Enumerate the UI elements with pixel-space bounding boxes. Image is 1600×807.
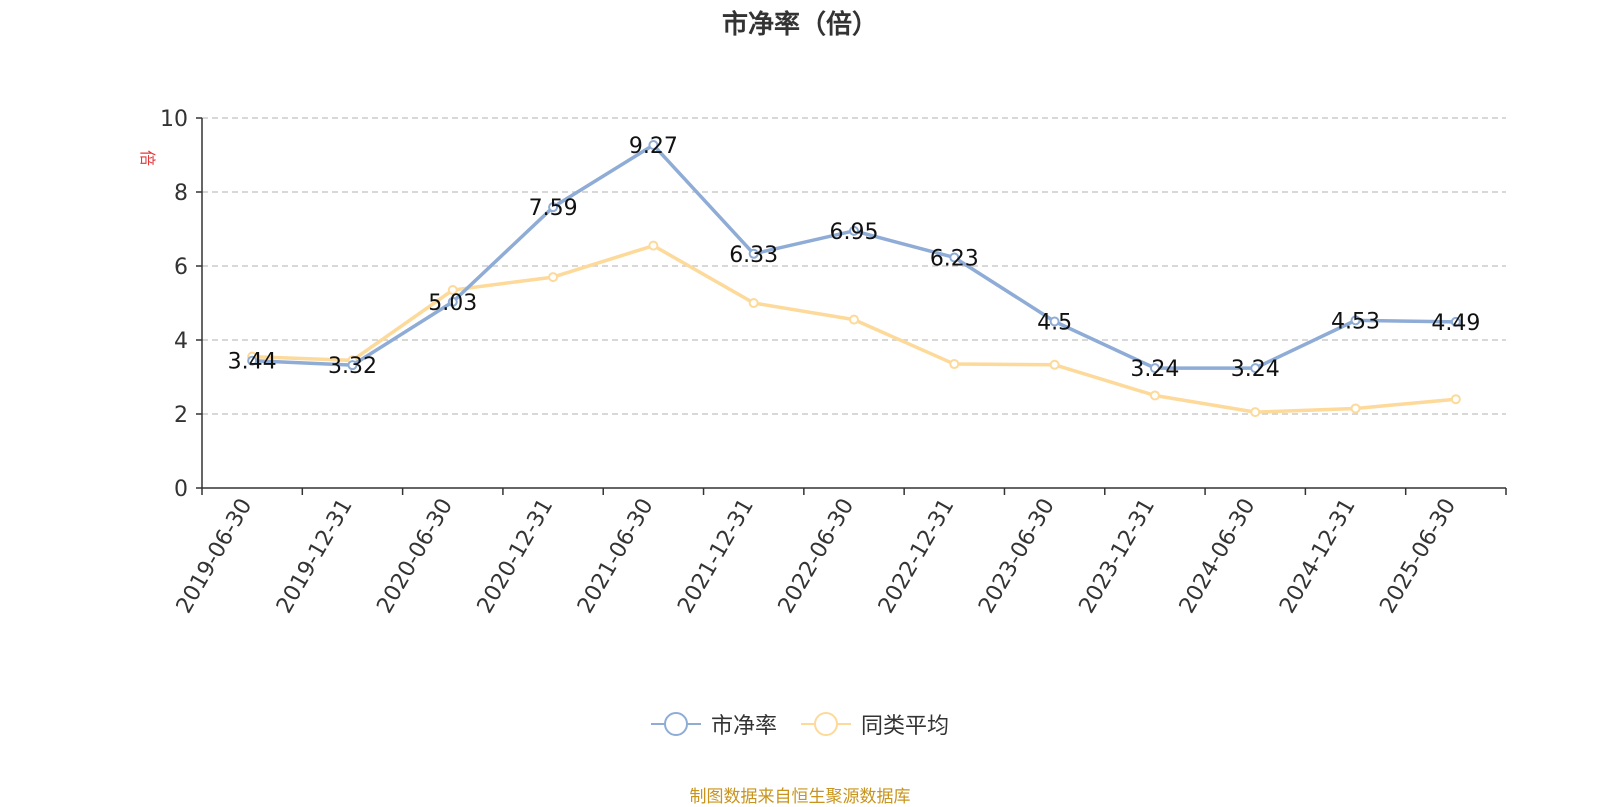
- data-label: 6.33: [729, 243, 778, 268]
- x-tick-label: 2020-06-30: [372, 495, 458, 618]
- data-label: 7.59: [529, 196, 578, 221]
- data-label: 9.27: [629, 134, 678, 159]
- data-labels: 3.44 3.32 5.03 7.59 9.27 6.33 6.95 6.23 4.5 3.24 3…: [228, 134, 1481, 382]
- y-tick-label: 10: [160, 107, 188, 132]
- series-1-point: [748, 298, 759, 308]
- x-tick-label: 2020-12-31: [473, 495, 559, 618]
- grid-lines: [202, 117, 1506, 415]
- x-tick-label: 2019-06-30: [172, 495, 258, 618]
- legend-swatch-peer-avg-icon: [801, 711, 851, 737]
- series-line-1: [252, 243, 1457, 414]
- series-1-point: [1350, 403, 1361, 414]
- series-layer: [247, 140, 1461, 418]
- series-0-point: [949, 252, 960, 263]
- series-0-point: [1350, 315, 1361, 326]
- y-tick-label: 4: [174, 329, 188, 354]
- series-0-point: [1450, 316, 1461, 327]
- series-0-point: [247, 355, 258, 366]
- x-tick-label: 2023-06-30: [974, 495, 1060, 618]
- series-1-point: [849, 314, 859, 325]
- x-tick-label: 2023-12-31: [1075, 495, 1161, 618]
- y-tick-label: 6: [174, 255, 188, 280]
- data-label: 4.5: [1037, 311, 1072, 336]
- legend-item-pb[interactable]: 市净率: [650, 708, 777, 740]
- series-0-point: [1049, 316, 1060, 327]
- data-label: 4.53: [1331, 309, 1380, 334]
- series-0-point: [648, 140, 659, 151]
- source-note: 制图数据来自恒生聚源数据库: [689, 787, 911, 807]
- series-0-point: [548, 202, 559, 213]
- x-tick-label: 2024-12-31: [1275, 495, 1361, 618]
- series-0-point: [1149, 363, 1160, 374]
- data-label: 3.32: [328, 354, 377, 379]
- y-axis-label: 倍: [138, 150, 157, 166]
- data-label: 6.95: [830, 220, 879, 245]
- series-1-point: [548, 272, 559, 283]
- series-1-point: [949, 359, 960, 370]
- series-1-point: [1149, 390, 1160, 401]
- series-0-point: [849, 225, 859, 236]
- x-tick-label: 2025-06-30: [1375, 495, 1461, 618]
- x-tick-label: 2019-12-31: [272, 495, 358, 618]
- data-label: 3.44: [228, 350, 277, 375]
- series-0-point: [748, 248, 759, 259]
- data-label: 3.24: [1231, 357, 1280, 382]
- data-label: 6.23: [930, 246, 979, 271]
- legend-label-pb: 市净率: [710, 714, 777, 739]
- data-label: 3.24: [1130, 357, 1179, 382]
- series-1-point: [1049, 359, 1060, 370]
- series-0-point: [347, 360, 358, 371]
- x-tick-label: 2021-06-30: [573, 495, 659, 618]
- series-1-point: [648, 240, 659, 251]
- chart-title: 市净率（倍）: [721, 10, 878, 40]
- series-1-point: [1450, 394, 1461, 405]
- x-tick-label: 2022-12-31: [874, 494, 960, 617]
- y-tick-label: 2: [174, 403, 188, 428]
- x-tick-label: 2022-06-30: [774, 495, 860, 618]
- x-tick-label: 2021-12-31: [673, 495, 759, 618]
- legend-item-peer-avg[interactable]: 同类平均: [801, 708, 949, 740]
- legend-label-peer-avg: 同类平均: [861, 714, 950, 739]
- series-1-point: [447, 285, 458, 296]
- legend: 市净率 同类平均: [0, 708, 1600, 740]
- data-label: 5.03: [428, 291, 477, 316]
- x-tick-label: 2024-06-30: [1175, 495, 1261, 618]
- data-label: 4.49: [1431, 311, 1480, 336]
- y-tick-label: 8: [174, 181, 188, 206]
- series-0-point: [447, 296, 458, 307]
- series-0-point: [1250, 363, 1261, 374]
- series-1-point: [1250, 407, 1261, 418]
- legend-swatch-pb-icon: [650, 711, 701, 737]
- y-tick-label: 0: [174, 477, 188, 502]
- series-line-0: [252, 143, 1456, 370]
